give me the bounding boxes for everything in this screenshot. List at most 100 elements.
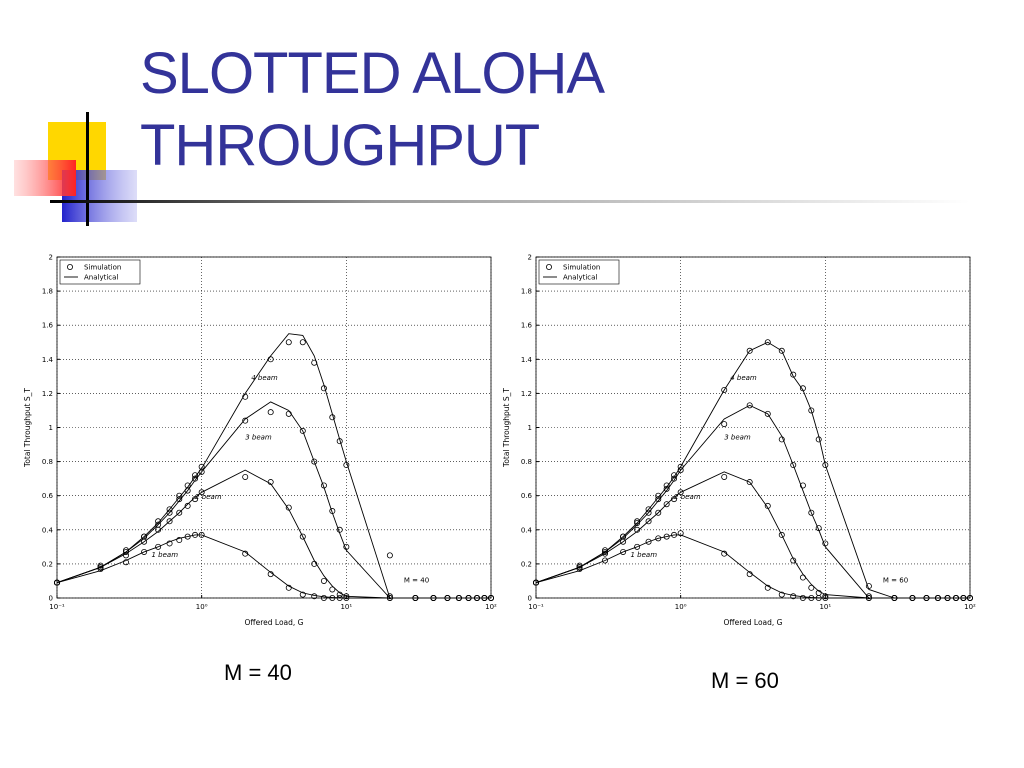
simulation-marker	[267, 409, 274, 416]
simulation-marker	[799, 595, 806, 602]
simulation-marker	[267, 479, 274, 486]
simulation-marker	[663, 485, 670, 492]
simulation-marker	[634, 519, 641, 526]
slide-title: SLOTTED ALOHA THROUGHPUT	[140, 38, 605, 182]
simulation-marker	[97, 566, 104, 573]
simulation-marker	[320, 577, 327, 584]
simulation-marker	[944, 595, 951, 602]
y-tick-label: 0	[528, 595, 532, 603]
annotation: M = 40	[404, 577, 429, 585]
simulation-marker	[808, 407, 815, 414]
y-tick-label: 1	[528, 424, 532, 432]
simulation-marker	[808, 584, 815, 591]
simulation-marker	[764, 502, 771, 509]
simulation-marker	[481, 595, 488, 602]
simulation-marker	[242, 473, 249, 480]
simulation-marker	[645, 518, 652, 525]
y-axis-label: Total Throughput S_T	[23, 388, 32, 468]
simulation-marker	[267, 356, 274, 363]
y-tick-label: 0.6	[42, 492, 54, 500]
simulation-marker	[242, 393, 249, 400]
simulation-marker	[799, 574, 806, 581]
y-tick-label: 0.8	[42, 458, 53, 466]
simulation-marker	[141, 533, 148, 540]
simulation-marker	[155, 521, 162, 528]
simulation-marker	[311, 359, 318, 366]
x-tick-label: 10⁰	[675, 603, 687, 611]
simulation-marker	[455, 595, 462, 602]
simulation-marker	[166, 518, 173, 525]
simulation-marker	[808, 509, 815, 516]
simulation-marker	[778, 436, 785, 443]
x-axis-label: Offered Load, G	[724, 618, 783, 627]
simulation-marker	[671, 472, 678, 479]
simulation-marker	[790, 462, 797, 469]
curve-label: 1 beam	[630, 551, 657, 559]
simulation-marker	[746, 479, 753, 486]
y-tick-label: 1.6	[42, 322, 54, 330]
simulation-marker	[960, 595, 967, 602]
simulation-marker	[663, 533, 670, 540]
y-tick-label: 0.2	[521, 560, 532, 568]
legend-label: Analytical	[84, 274, 118, 282]
simulation-marker	[54, 579, 61, 586]
simulation-marker	[267, 571, 274, 578]
y-tick-label: 2	[528, 254, 532, 262]
simulation-marker	[487, 595, 494, 602]
simulation-marker	[663, 482, 670, 489]
simulation-marker	[645, 506, 652, 513]
x-axis-label: Offered Load, G	[245, 618, 304, 627]
analytical-line	[535, 341, 970, 599]
simulation-marker	[677, 489, 684, 496]
simulation-marker	[123, 548, 130, 555]
y-tick-label: 1.6	[521, 322, 533, 330]
simulation-marker	[822, 462, 829, 469]
y-tick-label: 1.2	[521, 390, 532, 398]
y-tick-label: 1.2	[42, 390, 53, 398]
simulation-marker	[967, 595, 974, 602]
simulation-marker	[746, 571, 753, 578]
x-tick-label: 10²	[485, 603, 497, 611]
simulation-marker	[655, 496, 662, 503]
simulation-marker	[329, 595, 336, 602]
legend-label: Simulation	[84, 264, 121, 272]
simulation-marker	[473, 595, 480, 602]
simulation-marker	[799, 385, 806, 392]
simulation-marker	[242, 417, 249, 424]
simulation-marker	[865, 583, 872, 590]
y-tick-label: 0.8	[521, 458, 532, 466]
simulation-marker	[952, 595, 959, 602]
simulation-marker	[634, 543, 641, 550]
simulation-marker	[663, 501, 670, 508]
y-tick-label: 0.6	[521, 492, 533, 500]
simulation-marker	[299, 339, 306, 346]
x-tick-label: 10¹	[340, 603, 352, 611]
title-line: THROUGHPUT	[140, 113, 540, 178]
legend-marker	[67, 263, 74, 270]
simulation-marker	[620, 533, 627, 540]
simulation-marker	[721, 386, 728, 393]
simulation-marker	[192, 472, 199, 479]
simulation-marker	[576, 566, 583, 573]
simulation-marker	[242, 550, 249, 557]
simulation-marker	[184, 533, 191, 540]
simulation-marker	[799, 482, 806, 489]
simulation-marker	[655, 509, 662, 516]
legend-marker	[546, 263, 553, 270]
simulation-marker	[634, 518, 641, 525]
simulation-marker	[576, 564, 583, 571]
y-tick-label: 1.8	[521, 288, 532, 296]
simulation-marker	[764, 410, 771, 417]
simulation-marker	[184, 482, 191, 489]
simulation-marker	[822, 595, 829, 602]
simulation-marker	[336, 526, 343, 533]
y-axis-label: Total Throughput S_T	[502, 388, 511, 468]
simulation-marker	[311, 458, 318, 465]
y-tick-label: 0.4	[521, 526, 533, 534]
y-tick-label: 1	[49, 424, 53, 432]
simulation-marker	[192, 496, 199, 503]
simulation-marker	[198, 489, 205, 496]
chart: 0 0.2 0.4 0.6 0.8 1 1.2 1.4 1.6 1.8 2 10⁻¹ 10⁰ 10¹ 10²…	[502, 254, 976, 628]
simulation-marker	[790, 557, 797, 564]
